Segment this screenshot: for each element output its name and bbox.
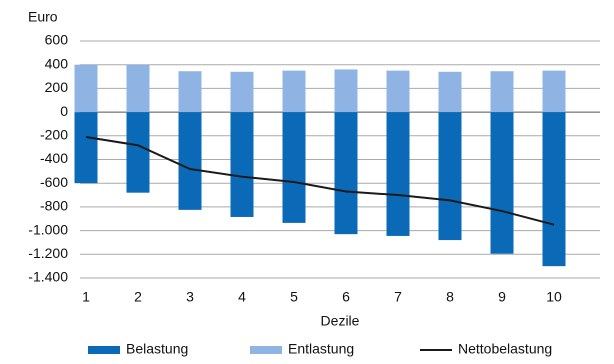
y-tick-label: -1.000 [28,221,68,237]
y-tick-label: 600 [45,32,69,48]
x-tick-label: 4 [238,289,246,305]
bar [334,69,358,113]
y-tick-label: 200 [45,79,69,95]
x-tick-label: 1 [82,289,90,305]
x-tick-label: 6 [342,289,350,305]
bar [542,112,566,267]
bar [282,70,306,113]
bar [490,112,514,254]
x-axis-label: Dezile [321,313,360,329]
x-tick-label: 2 [134,289,142,305]
y-tick-label: -600 [40,174,68,190]
legend-label: Belastung [126,341,188,357]
x-tick-label: 7 [394,289,402,305]
x-tick-label: 10 [546,289,562,305]
y-tick-label: -200 [40,127,68,143]
x-tick-label: 3 [186,289,194,305]
bar [282,112,306,223]
y-axis-label: Euro [28,9,58,25]
bar [438,71,462,113]
bar [438,112,462,241]
bar [386,112,410,236]
y-tick-label: -400 [40,150,68,166]
y-tick-label: 0 [60,103,68,119]
line [85,135,555,226]
bar [74,112,98,184]
y-tick-label: -1.400 [28,269,68,285]
bar [386,70,410,113]
legend-label: Entlastung [288,341,354,357]
bar [334,112,358,235]
y-tick-label: -1.200 [28,245,68,261]
y-tick-label: 400 [45,55,69,71]
legend-label: Nettobelastung [458,341,552,357]
bar [178,112,202,210]
x-tick-label: 8 [446,289,454,305]
bar [178,71,202,113]
bar [490,71,514,113]
y-tick-label: -800 [40,198,68,214]
bar [74,64,98,113]
bar [542,70,566,113]
legend-swatch [88,346,120,354]
bar [230,112,254,217]
bar [126,64,150,113]
x-tick-label: 9 [498,289,506,305]
x-tick-label: 5 [290,289,298,305]
legend-swatch [250,346,282,354]
bar [126,112,150,193]
bar [230,71,254,113]
